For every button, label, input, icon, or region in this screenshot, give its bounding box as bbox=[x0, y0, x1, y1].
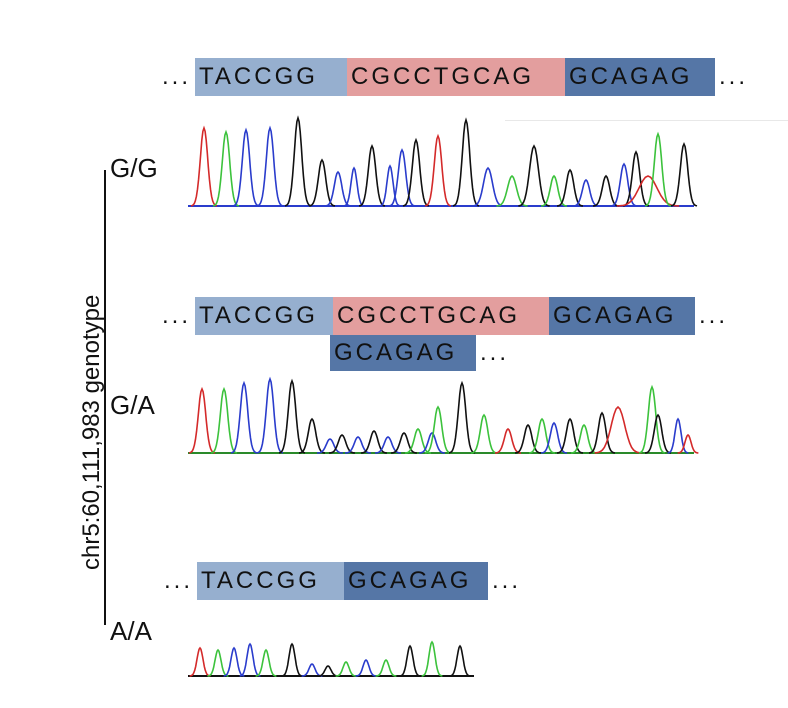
ellipsis-start: ... bbox=[162, 63, 192, 90]
trace-peak bbox=[355, 658, 377, 677]
ellipsis-end: ... bbox=[719, 63, 749, 90]
trace-peak bbox=[667, 417, 689, 454]
trace-peak bbox=[232, 127, 260, 207]
trace-peak bbox=[677, 433, 699, 454]
ellipsis-end: ... bbox=[492, 567, 522, 594]
trace-peak bbox=[644, 413, 672, 454]
trace-peak bbox=[255, 648, 277, 677]
ellipsis-start: ... bbox=[162, 302, 192, 329]
chromatogram-ga bbox=[188, 376, 699, 454]
trace-peak bbox=[188, 386, 216, 454]
trace-peak bbox=[298, 417, 326, 454]
seq-block-left: TACCGG bbox=[197, 562, 345, 600]
trace-peak bbox=[317, 665, 339, 677]
sequence-ga: ... TACCGG CGCCTGCAG GCAGAG ... bbox=[158, 297, 732, 335]
seq-block-right: GCAGAG bbox=[344, 562, 489, 600]
trace-peak bbox=[528, 417, 556, 454]
trace-peak bbox=[594, 405, 642, 454]
trace-peak bbox=[644, 131, 672, 207]
seq-block-right: GCAGAG bbox=[549, 297, 696, 335]
ellipsis-end: ... bbox=[480, 339, 510, 366]
genotype-axis-line bbox=[104, 170, 106, 625]
trace-peak bbox=[210, 386, 238, 454]
chromatogram-gg bbox=[188, 115, 698, 207]
trace-peak bbox=[374, 436, 402, 454]
trace-peak bbox=[638, 384, 666, 454]
trace-peak bbox=[592, 174, 620, 207]
trace-peak bbox=[388, 148, 416, 207]
trace-peak bbox=[495, 427, 521, 454]
trace-peak bbox=[189, 646, 211, 677]
trace-peak bbox=[316, 438, 344, 454]
trace-peak bbox=[610, 162, 638, 207]
trace-peak bbox=[402, 137, 430, 207]
axis-label: chr5:60,111,983 genotype bbox=[78, 294, 105, 570]
divider-line bbox=[505, 120, 788, 121]
genotype-label-aa: A/A bbox=[110, 616, 152, 646]
trace-peak bbox=[399, 644, 421, 677]
trace-peak bbox=[470, 413, 498, 454]
seq-block-left: TACCGG bbox=[195, 297, 334, 335]
trace-peak bbox=[449, 644, 471, 677]
ellipsis-start: ... bbox=[164, 567, 194, 594]
ellipsis-end: ... bbox=[699, 302, 729, 329]
chromatogram-aa bbox=[188, 640, 474, 677]
trace-peak bbox=[588, 411, 616, 454]
trace-peak bbox=[540, 174, 568, 207]
trace-peak bbox=[472, 166, 504, 207]
trace-peak bbox=[573, 178, 599, 207]
trace-peak bbox=[379, 164, 401, 207]
trace-peak bbox=[360, 429, 388, 454]
sequence-aa: ... TACCGG GCAGAG ... bbox=[160, 562, 525, 600]
trace-peak bbox=[256, 376, 284, 454]
trace-peak bbox=[284, 115, 312, 207]
trace-peak bbox=[418, 432, 446, 454]
trace-peak bbox=[556, 417, 584, 454]
trace-peak bbox=[448, 380, 476, 454]
sequence-gg: ... TACCGG CGCCTGCAG GCAGAG ... bbox=[158, 58, 752, 96]
trace-peak bbox=[375, 658, 397, 677]
trace-peak bbox=[230, 380, 258, 454]
trace-peak bbox=[390, 432, 418, 454]
trace-peak bbox=[335, 661, 357, 677]
genotype-label-ga: G/A bbox=[110, 390, 155, 420]
trace-peak bbox=[308, 158, 336, 207]
seq-block-left: TACCGG bbox=[195, 58, 348, 96]
trace-peak bbox=[622, 150, 650, 207]
trace-peak bbox=[496, 174, 528, 207]
trace-peak bbox=[358, 144, 386, 207]
seq-block-middle: CGCCTGCAG bbox=[347, 58, 566, 96]
trace-peak bbox=[223, 646, 245, 677]
sequence-ga-second: GCAGAG ... bbox=[330, 335, 513, 371]
trace-peak bbox=[256, 125, 284, 207]
trace-peak bbox=[324, 170, 352, 207]
trace-peak bbox=[212, 129, 240, 207]
trace-peak bbox=[540, 421, 568, 454]
trace-peak bbox=[452, 117, 480, 207]
seq-block-right: GCAGAG bbox=[565, 58, 716, 96]
trace-peak bbox=[514, 423, 542, 454]
trace-peak bbox=[301, 663, 323, 677]
trace-peak bbox=[421, 640, 443, 677]
trace-peak bbox=[343, 166, 365, 207]
trace-peak bbox=[616, 175, 680, 207]
genotype-label-gg: G/G bbox=[110, 153, 158, 183]
trace-peak bbox=[281, 642, 303, 677]
seq-block-middle: CGCCTGCAG bbox=[333, 297, 550, 335]
trace-peak bbox=[190, 125, 218, 207]
trace-peak bbox=[518, 144, 550, 207]
trace-peak bbox=[424, 405, 452, 454]
trace-peak bbox=[344, 436, 372, 454]
trace-peak bbox=[207, 648, 229, 677]
trace-peak bbox=[670, 141, 698, 207]
trace-peak bbox=[278, 378, 306, 454]
trace-peak bbox=[239, 642, 261, 677]
trace-peak bbox=[405, 427, 431, 454]
seq-block-second: GCAGAG bbox=[330, 335, 476, 371]
trace-peak bbox=[424, 133, 452, 207]
